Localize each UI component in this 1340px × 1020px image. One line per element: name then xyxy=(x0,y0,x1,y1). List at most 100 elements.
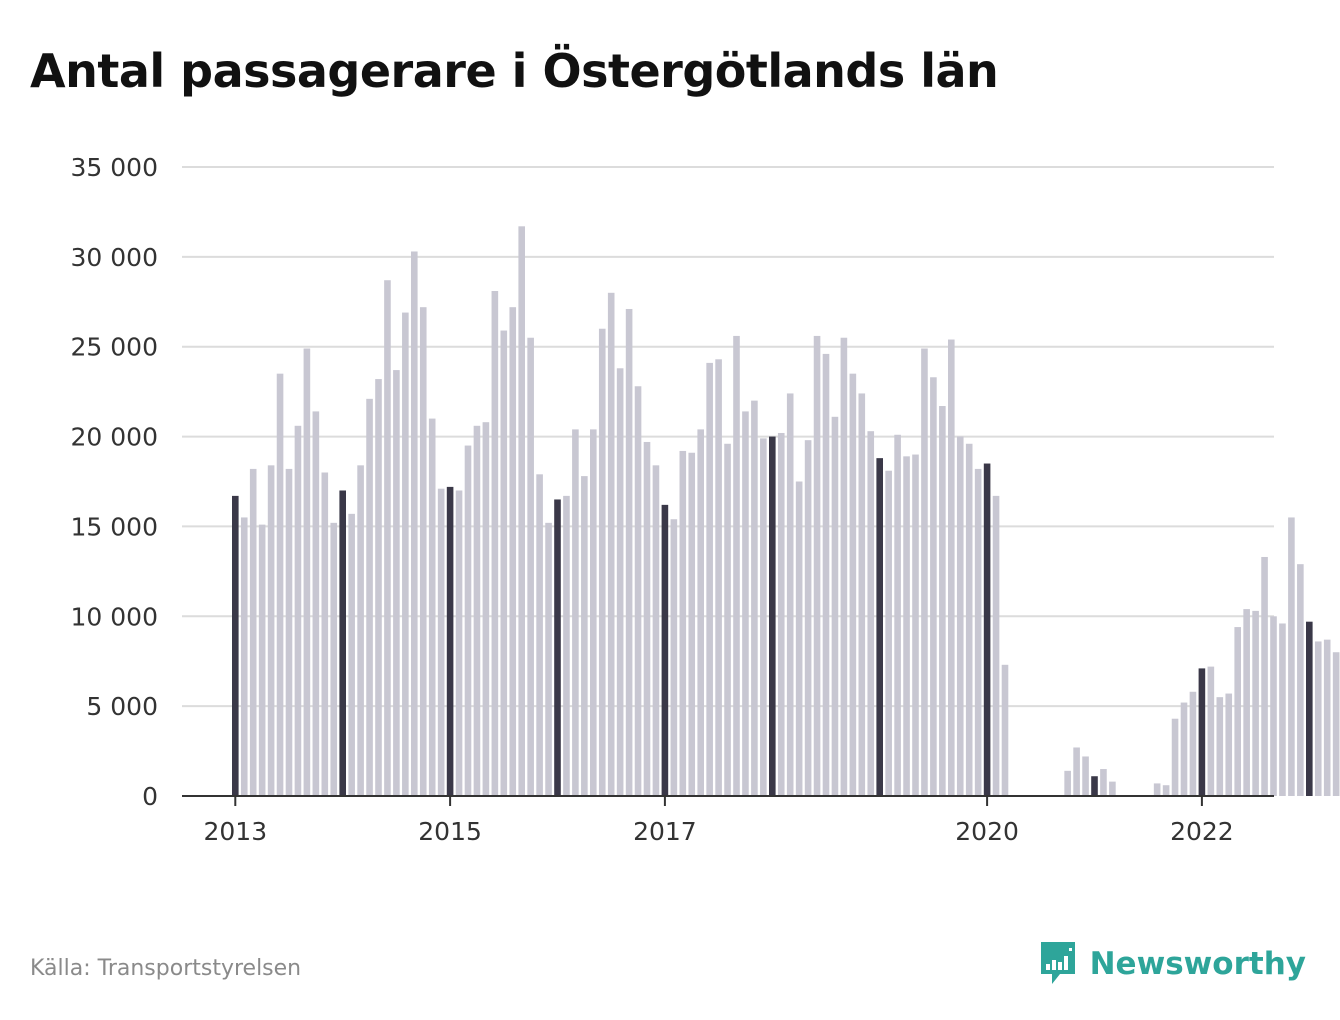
x-axis: 201320152017202020222024 xyxy=(182,795,1274,846)
bar xyxy=(804,440,812,796)
bar xyxy=(563,495,570,796)
bar xyxy=(1091,776,1098,796)
bar xyxy=(939,406,946,796)
bar xyxy=(402,312,409,796)
bar xyxy=(590,429,597,796)
bar xyxy=(1082,756,1089,796)
bar xyxy=(751,400,758,796)
bar xyxy=(1216,697,1224,796)
bar xyxy=(777,432,785,796)
y-tick-label: 25 000 xyxy=(71,333,158,362)
bar xyxy=(1207,666,1215,796)
bar xyxy=(491,291,499,796)
bar xyxy=(1323,639,1331,796)
bar xyxy=(634,386,642,796)
y-tick-label: 20 000 xyxy=(71,423,158,452)
bar xyxy=(876,458,883,796)
bar xyxy=(912,454,919,796)
bar xyxy=(795,481,803,796)
bar xyxy=(518,226,525,796)
bar xyxy=(885,470,892,796)
bar xyxy=(1288,517,1295,796)
chart-title: Antal passagerare i Östergötlands län xyxy=(30,44,999,98)
brand-name: Newsworthy xyxy=(1089,946,1306,982)
bar xyxy=(1225,693,1233,796)
bar xyxy=(500,330,508,796)
bar xyxy=(258,524,266,796)
bar xyxy=(1279,623,1286,796)
bar xyxy=(1180,702,1188,796)
bar xyxy=(760,438,767,796)
bar xyxy=(464,445,472,796)
bar xyxy=(1261,556,1268,796)
bar xyxy=(625,308,633,796)
bar xyxy=(840,337,848,796)
bar xyxy=(321,472,329,796)
bar xyxy=(849,373,857,796)
bar xyxy=(1162,785,1170,796)
bar xyxy=(831,416,839,796)
bar xyxy=(572,429,579,796)
bar xyxy=(446,486,454,796)
bar xyxy=(267,465,275,796)
bar xyxy=(742,411,749,796)
bar xyxy=(527,337,534,796)
bar xyxy=(1100,769,1107,796)
bar xyxy=(974,468,982,796)
bar xyxy=(948,339,955,796)
bar xyxy=(419,307,427,796)
bar xyxy=(607,292,615,796)
bar xyxy=(652,465,660,796)
bar xyxy=(339,490,346,796)
bar xyxy=(813,335,821,796)
bar xyxy=(375,379,382,796)
bar xyxy=(357,465,364,796)
bar xyxy=(240,517,248,796)
bar xyxy=(983,463,991,796)
bar xyxy=(1243,609,1250,796)
brand-logo[interactable]: Newsworthy xyxy=(1038,940,1306,988)
bar xyxy=(1171,718,1179,796)
y-axis: 0 5 000 10 000 15 000 20 000 25 000 30 000 35 0… xyxy=(71,153,158,811)
bar xyxy=(1297,564,1304,796)
bar xyxy=(697,429,704,796)
bar xyxy=(858,393,866,796)
bar xyxy=(992,495,1000,796)
bar xyxy=(276,373,284,796)
bar xyxy=(330,522,338,796)
bar xyxy=(643,441,651,796)
bar xyxy=(437,488,445,796)
bar xyxy=(1109,781,1116,796)
x-tick-label: 2013 xyxy=(203,817,267,846)
bar xyxy=(366,398,373,796)
bar xyxy=(661,504,669,796)
bar xyxy=(1198,668,1206,796)
y-tick-label: 15 000 xyxy=(71,512,158,541)
bar xyxy=(1332,652,1340,796)
newsworthy-logo-icon xyxy=(1040,942,1075,984)
bar xyxy=(536,474,543,796)
bar xyxy=(724,443,731,796)
bar xyxy=(348,513,355,796)
bar xyxy=(616,368,624,796)
bar xyxy=(769,436,776,796)
y-tick-label: 5 000 xyxy=(86,692,158,721)
bar xyxy=(1001,664,1009,796)
x-tick-label: 2015 xyxy=(418,817,482,846)
bar xyxy=(303,348,311,796)
bar xyxy=(786,393,794,796)
bar xyxy=(930,377,937,796)
bar xyxy=(1153,783,1161,796)
y-tick-label: 35 000 xyxy=(71,153,158,182)
bar xyxy=(428,418,436,796)
bar xyxy=(232,495,239,796)
bar xyxy=(545,522,552,796)
x-tick-label: 2022 xyxy=(1170,817,1234,846)
bar xyxy=(581,476,588,796)
bar xyxy=(1234,627,1241,796)
bar xyxy=(894,434,901,796)
bar xyxy=(509,307,517,796)
bar xyxy=(1252,610,1259,796)
bar xyxy=(1064,770,1071,796)
bar xyxy=(679,450,687,796)
